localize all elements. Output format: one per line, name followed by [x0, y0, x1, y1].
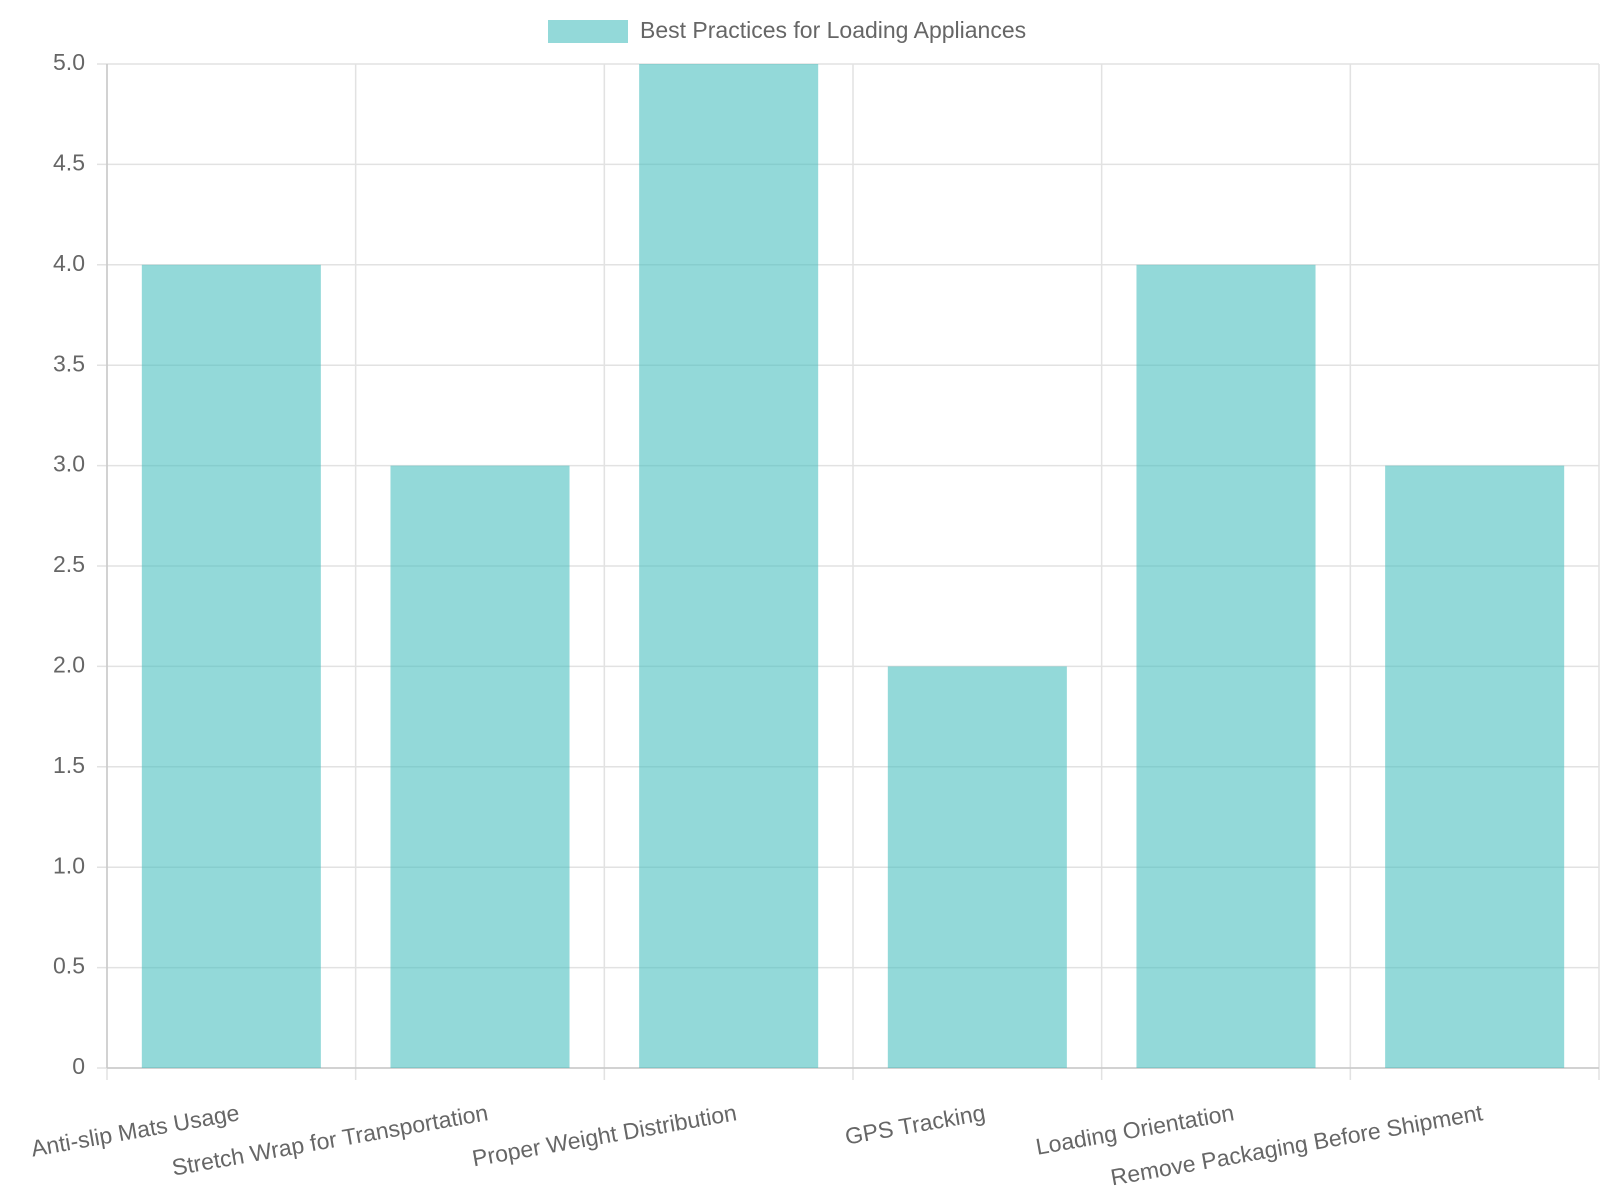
bar [390, 465, 570, 1069]
y-tick-label: 2.0 [53, 651, 85, 677]
y-tick-label: 5.0 [53, 49, 85, 75]
x-tick-label: Proper Weight Distribution [470, 1099, 738, 1171]
bar [887, 666, 1067, 1068]
y-tick-label: 4.5 [53, 149, 85, 175]
y-tick-label: 0 [72, 1053, 85, 1079]
legend-swatch [548, 20, 628, 43]
x-tick-label: GPS Tracking [843, 1099, 987, 1149]
bar [1136, 264, 1316, 1068]
legend-label: Best Practices for Loading Appliances [640, 17, 1026, 43]
bar [639, 64, 819, 1068]
y-tick-label: 4.0 [53, 250, 85, 276]
y-tick-label: 3.0 [53, 451, 85, 477]
bar [141, 264, 321, 1068]
y-tick-label: 3.5 [53, 350, 85, 376]
y-tick-label: 1.0 [53, 852, 85, 878]
bar [1385, 465, 1565, 1069]
y-tick-label: 2.5 [53, 551, 85, 577]
y-tick-label: 1.5 [53, 752, 85, 778]
y-tick-label: 0.5 [53, 953, 85, 979]
